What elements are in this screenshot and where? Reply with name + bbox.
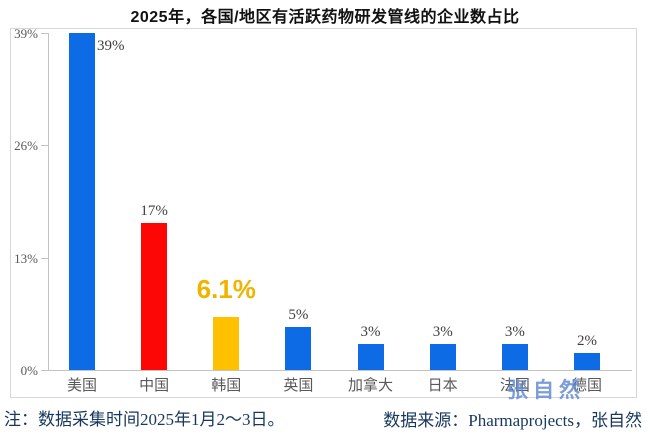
y-axis-tick-label: 39% <box>14 26 38 41</box>
x-axis-category-label: 英国 <box>283 378 314 394</box>
bar <box>429 344 456 370</box>
y-axis-line <box>48 33 49 370</box>
bar-value-label: 3% <box>504 324 525 341</box>
y-axis-tick <box>41 33 48 34</box>
x-axis-category-label: 韩国 <box>211 378 242 394</box>
watermark-text: 张自然 <box>507 378 585 402</box>
bar-value-label: 39% <box>97 38 125 54</box>
y-axis-tick <box>41 370 48 371</box>
x-axis-category-label: 加拿大 <box>348 378 394 394</box>
bar-value-label: 3% <box>432 324 453 341</box>
y-axis-tick <box>41 257 48 259</box>
x-axis-category-label: 德国 <box>571 378 602 394</box>
bar <box>501 344 528 370</box>
x-axis-line <box>48 370 632 371</box>
x-axis-category-label: 美国 <box>66 378 97 394</box>
bar <box>357 344 384 370</box>
footnote-data-collection: 注：数据采集时间2025年1月2～3日。 <box>4 410 285 429</box>
x-axis-category-label: 日本 <box>427 378 458 394</box>
bar-value-label: 6.1% <box>196 274 256 305</box>
bar <box>69 33 95 370</box>
bar-value-label: 5% <box>288 306 309 323</box>
x-axis-category-label: 法国 <box>499 378 530 394</box>
bar <box>573 352 600 370</box>
bar <box>285 326 312 370</box>
plot-area-border <box>10 28 637 398</box>
bar-value-label: 17% <box>140 203 168 220</box>
y-axis-tick-label: 0% <box>20 363 38 378</box>
bar <box>141 223 168 370</box>
y-axis-tick <box>41 145 48 147</box>
footnote-data-source: 数据来源：Pharmaprojects，张自然 <box>383 411 642 430</box>
bar-value-label: 2% <box>576 332 597 349</box>
x-axis-category-label: 中国 <box>139 378 170 394</box>
y-axis-tick-label: 13% <box>14 250 38 266</box>
chart-title: 2025年，各国/地区有活跃药物研发管线的企业数占比 <box>130 9 520 26</box>
bar-value-label: 3% <box>360 324 381 341</box>
bar <box>213 317 240 370</box>
y-axis-tick-label: 26% <box>14 138 38 154</box>
